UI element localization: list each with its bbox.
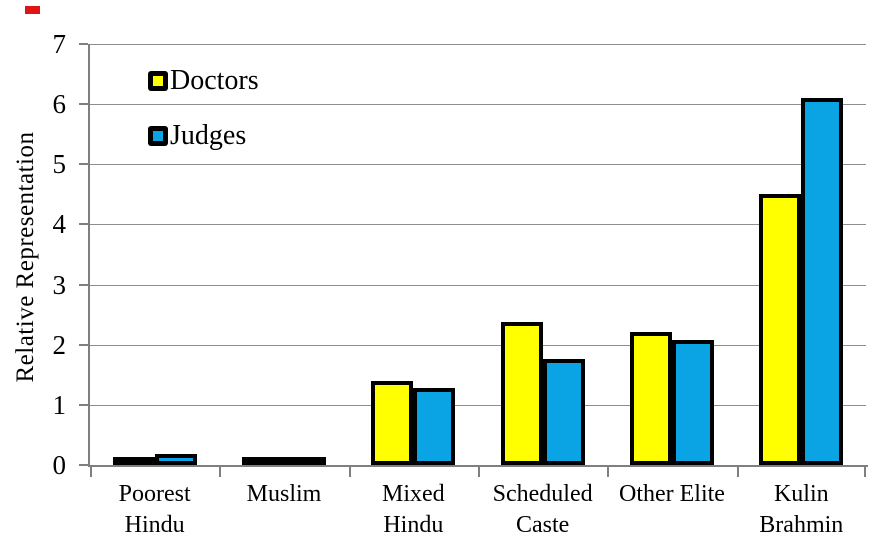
legend-swatch-judges-fill [153, 131, 163, 141]
bar-doctors-3 [371, 380, 414, 465]
bar-judges-6 [801, 98, 844, 465]
x-tick-6 [864, 466, 866, 477]
x-tick-0 [90, 466, 92, 477]
y-tick-3 [79, 283, 88, 286]
gridline-y-4 [90, 224, 866, 226]
bar-judges-2 [284, 457, 326, 465]
x-label-line: Kulin [773, 481, 829, 507]
x-label-line: Muslim [246, 481, 322, 507]
x-label-line: Hindu [383, 512, 444, 538]
plot-area [90, 44, 866, 465]
x-label-line: Other Elite [618, 481, 725, 507]
y-tick-4 [79, 223, 88, 226]
legend-item-judges: Judges [148, 121, 259, 151]
bar-judges-1 [154, 454, 197, 465]
x-label-line: Hindu [124, 512, 185, 538]
bar-judges-3 [413, 388, 456, 465]
x-tick-1 [219, 466, 221, 477]
y-tick-label-7: 7 [52, 29, 67, 59]
bar-doctors-1 [112, 457, 155, 465]
gridline-y-1 [90, 404, 866, 406]
y-tick-label-5: 5 [52, 149, 67, 180]
y-tick-label-0: 0 [52, 450, 67, 480]
x-tick-3 [478, 466, 480, 477]
x-label-line: Poorest [118, 481, 191, 507]
bar-judges-5 [672, 339, 714, 465]
x-axis-labels: Poorest Hindu Muslim Mixed Hindu Scheduled Cas… [90, 479, 866, 541]
legend: Doctors Judges [148, 66, 259, 176]
gridline-y-6 [90, 104, 866, 106]
legend-swatch-doctors [148, 71, 168, 91]
y-tick-label-6: 6 [52, 89, 67, 120]
y-tick-7 [79, 43, 88, 45]
y-tick-0 [79, 464, 88, 466]
x-label-line: Mixed [381, 481, 445, 507]
gridline-y-2 [90, 344, 866, 346]
legend-swatch-judges [148, 126, 168, 146]
x-tick-5 [737, 466, 739, 477]
bar-judges-4 [542, 359, 585, 465]
x-tick-2 [349, 466, 351, 477]
y-tick-6 [79, 103, 88, 106]
bar-doctors-2 [242, 457, 284, 465]
x-tick-4 [607, 466, 609, 477]
legend-item-doctors: Doctors [148, 66, 259, 96]
bar-doctors-5 [630, 332, 672, 465]
red-artifact-mark [25, 6, 40, 14]
gridline-y-7 [90, 44, 866, 45]
x-label-3: Mixed Hindu [349, 479, 478, 541]
y-tick-label-2: 2 [52, 329, 67, 360]
y-tick-2 [79, 343, 88, 346]
x-label-line: Brahmin [759, 512, 844, 538]
x-label-line: Caste [515, 512, 570, 538]
gridline-y-5 [90, 164, 866, 166]
y-tick-label-4: 4 [52, 209, 67, 240]
x-label-6: Kulin Brahmin [737, 479, 866, 541]
bar-doctors-4 [500, 321, 543, 465]
y-tick-5 [79, 163, 88, 166]
x-label-1: Poorest Hindu [90, 479, 219, 541]
legend-label-judges: Judges [170, 120, 247, 151]
gridline-y-3 [90, 284, 866, 286]
y-tick-label-1: 1 [52, 389, 67, 420]
y-axis-line [88, 44, 90, 467]
x-label-line: Scheduled [492, 481, 593, 507]
bar-doctors-6 [759, 194, 802, 465]
legend-label-doctors: Doctors [170, 65, 259, 96]
y-tick-label-3: 3 [52, 269, 67, 300]
x-label-5: Other Elite [607, 479, 736, 541]
x-label-2: Muslim [219, 479, 348, 541]
x-label-4: Scheduled Caste [478, 479, 607, 541]
legend-swatch-doctors-fill [153, 76, 163, 86]
y-tick-1 [79, 403, 88, 406]
